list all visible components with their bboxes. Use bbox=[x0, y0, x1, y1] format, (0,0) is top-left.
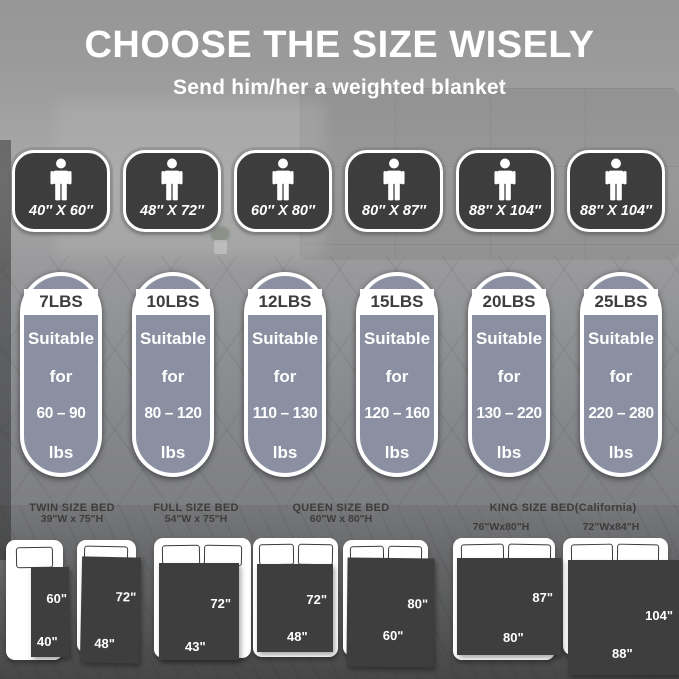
bed-group-dim: 54"W x 75"H bbox=[164, 513, 228, 526]
size-label: 40″ X 60″ bbox=[29, 203, 93, 219]
bed-group-label-king: KING SIZE BED(California) bbox=[490, 502, 637, 514]
weight-badge: 15LBS bbox=[360, 289, 434, 315]
weight-range: 60 – 90 bbox=[36, 405, 86, 422]
pill-text: for bbox=[609, 367, 633, 386]
blanket-rect: 72" 48" bbox=[79, 556, 142, 664]
person-icon bbox=[50, 158, 72, 201]
blanket-width-label: 80" bbox=[503, 630, 524, 645]
weight-range: 120 – 160 bbox=[364, 405, 430, 422]
size-card: 48″ X 72″ bbox=[123, 150, 221, 232]
pill-text: Suitable bbox=[139, 329, 207, 348]
weight-pill: 7LBS Suitable for 60 – 90 lbs bbox=[20, 272, 102, 477]
weight-range: 80 – 120 bbox=[144, 405, 202, 422]
pill-text: Suitable bbox=[27, 329, 95, 348]
weight-range: 220 – 280 bbox=[588, 405, 654, 422]
pill-unit: lbs bbox=[160, 443, 186, 462]
person-icon bbox=[161, 158, 183, 201]
pill-text: for bbox=[49, 367, 73, 386]
pill-unit: lbs bbox=[272, 443, 298, 462]
blanket-width-label: 48" bbox=[94, 635, 116, 652]
weight-pill: 10LBS Suitable for 80 – 120 lbs bbox=[132, 272, 214, 477]
weight-pill-row: 7LBS Suitable for 60 – 90 lbs 10LBS Suit… bbox=[20, 272, 662, 477]
pillow-icon bbox=[258, 543, 295, 566]
pill-unit: lbs bbox=[384, 443, 410, 462]
pill-unit: lbs bbox=[496, 443, 522, 462]
pill-text: for bbox=[273, 367, 297, 386]
pillow-icon bbox=[297, 543, 334, 566]
blanket-length-label: 80" bbox=[407, 596, 429, 612]
person-icon bbox=[272, 158, 294, 201]
blanket-length-label: 72" bbox=[115, 589, 137, 605]
size-label: 88″ X 104″ bbox=[580, 203, 652, 219]
bed-group-label-twin: TWIN SIZE BED 39"W x 75"H bbox=[29, 502, 115, 526]
bed-group-dim: 60"W x 80"H bbox=[309, 513, 373, 526]
blanket-rect: 72" 48" bbox=[257, 564, 333, 652]
blanket-rect: 60" 40" bbox=[31, 567, 69, 657]
page-subtitle: Send him/her a weighted blanket bbox=[173, 76, 506, 99]
blanket-length-label: 104" bbox=[645, 608, 673, 623]
size-card: 88″ X 104″ bbox=[456, 150, 554, 232]
bed-group-label-queen: QUEEN SIZE BED 60"W x 80"H bbox=[292, 502, 389, 526]
blanket-width-label: 48" bbox=[287, 629, 308, 644]
weight-range: 130 – 220 bbox=[476, 405, 542, 422]
blanket-length-label: 72" bbox=[210, 596, 231, 611]
size-card: 88″ X 104″ bbox=[567, 150, 665, 232]
pill-text: for bbox=[497, 367, 521, 386]
bed-group-dim: 39"W x 75"H bbox=[40, 513, 104, 526]
bed-group-label-full: FULL SIZE BED 54"W x 75"H bbox=[153, 502, 239, 526]
weight-range: 110 – 130 bbox=[252, 405, 318, 422]
size-card: 40″ X 60″ bbox=[12, 150, 110, 232]
pill-text: for bbox=[161, 367, 185, 386]
pill-unit: lbs bbox=[608, 443, 634, 462]
bed-group-title: KING SIZE BED(California) bbox=[489, 502, 637, 514]
bed-group-title: QUEEN SIZE BED bbox=[292, 502, 390, 514]
person-icon bbox=[494, 158, 516, 201]
weight-badge: 7LBS bbox=[24, 289, 98, 315]
background-plant-pot bbox=[214, 240, 227, 254]
weight-pill: 12LBS Suitable for 110 – 130 lbs bbox=[244, 272, 326, 477]
background-left-edge bbox=[0, 140, 11, 560]
weight-badge: 20LBS bbox=[472, 289, 546, 315]
weight-pill: 25LBS Suitable for 220 – 280 lbs bbox=[580, 272, 662, 477]
person-icon bbox=[383, 158, 405, 201]
size-label: 48″ X 72″ bbox=[140, 203, 204, 219]
king-dim-left: 76"Wx80"H bbox=[472, 521, 530, 533]
pill-text: Suitable bbox=[587, 329, 655, 348]
pill-text: Suitable bbox=[363, 329, 431, 348]
blanket-rect: 80" 60" bbox=[346, 557, 435, 668]
blanket-width-label: 88" bbox=[612, 646, 633, 661]
blanket-rect: 87" 80" bbox=[457, 558, 561, 655]
blanket-rect: 72" 43" bbox=[159, 563, 239, 660]
page-title: CHOOSE THE SIZE WISELY bbox=[84, 24, 595, 66]
size-label: 88″ X 104″ bbox=[469, 203, 541, 219]
weight-badge: 25LBS bbox=[584, 289, 658, 315]
blanket-width-label: 40" bbox=[37, 634, 58, 649]
weight-badge: 10LBS bbox=[136, 289, 210, 315]
blanket-width-label: 60" bbox=[382, 627, 404, 644]
blanket-rect: 104" 88" bbox=[568, 560, 679, 675]
blanket-length-label: 87" bbox=[532, 590, 553, 605]
blanket-length-label: 60" bbox=[46, 591, 67, 606]
pillow-icon bbox=[15, 546, 54, 569]
size-card: 80″ X 87″ bbox=[345, 150, 443, 232]
pill-text: Suitable bbox=[251, 329, 319, 348]
size-label: 60″ X 80″ bbox=[251, 203, 315, 219]
weight-badge: 12LBS bbox=[248, 289, 322, 315]
pill-text: Suitable bbox=[475, 329, 543, 348]
size-card-row: 40″ X 60″ 48″ X 72″ 60″ X 80″ 80″ X 87″ … bbox=[12, 150, 665, 232]
blanket-length-label: 72" bbox=[306, 592, 327, 607]
person-icon bbox=[605, 158, 627, 201]
weight-pill: 20LBS Suitable for 130 – 220 lbs bbox=[468, 272, 550, 477]
king-dim-right: 72"Wx84"H bbox=[582, 521, 640, 533]
bed-group-title: FULL SIZE BED bbox=[153, 502, 239, 514]
size-card: 60″ X 80″ bbox=[234, 150, 332, 232]
pill-text: for bbox=[385, 367, 409, 386]
bed-group-title: TWIN SIZE BED bbox=[29, 502, 115, 514]
weight-pill: 15LBS Suitable for 120 – 160 lbs bbox=[356, 272, 438, 477]
pill-unit: lbs bbox=[48, 443, 74, 462]
blanket-width-label: 43" bbox=[185, 639, 206, 654]
size-label: 80″ X 87″ bbox=[362, 203, 426, 219]
